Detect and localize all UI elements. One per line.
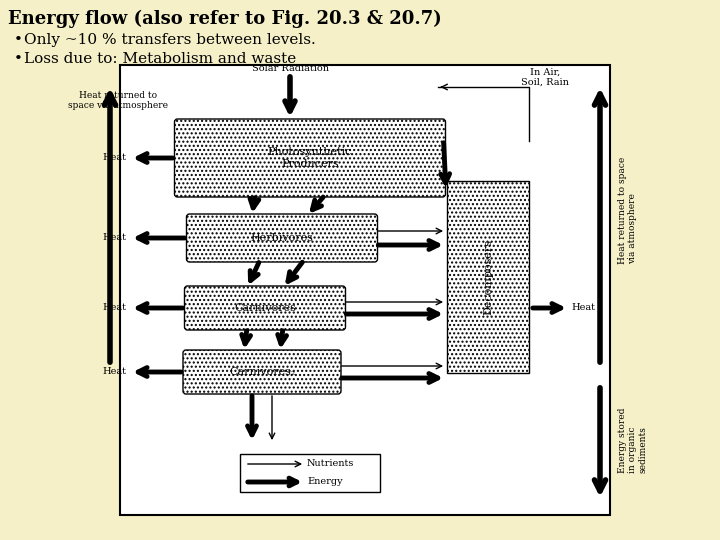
Text: Only ~10 % transfers between levels.: Only ~10 % transfers between levels. xyxy=(24,33,316,47)
Bar xyxy=(120,65,610,515)
Text: Energy: Energy xyxy=(307,477,343,487)
Text: Heat returned to: Heat returned to xyxy=(79,91,157,100)
Text: Heat: Heat xyxy=(102,153,126,163)
FancyBboxPatch shape xyxy=(447,181,529,373)
FancyBboxPatch shape xyxy=(186,214,377,262)
FancyBboxPatch shape xyxy=(184,286,346,330)
Text: Energy stored
in organic
sediments: Energy stored in organic sediments xyxy=(618,407,648,472)
FancyBboxPatch shape xyxy=(174,119,446,197)
Text: Heat: Heat xyxy=(571,303,595,313)
Text: •: • xyxy=(14,52,23,66)
Text: In Air,
Soil, Rain: In Air, Soil, Rain xyxy=(521,68,569,87)
Text: Herbivores: Herbivores xyxy=(251,233,313,243)
Text: Energy flow (also refer to Fig. 20.3 & 20.7): Energy flow (also refer to Fig. 20.3 & 2… xyxy=(8,10,442,28)
Text: Decomposers: Decomposers xyxy=(483,239,493,315)
FancyBboxPatch shape xyxy=(183,350,341,394)
Text: Heat: Heat xyxy=(102,368,126,376)
Text: space via atmosphere: space via atmosphere xyxy=(68,101,168,110)
Text: Carnivores: Carnivores xyxy=(234,303,296,313)
Text: •: • xyxy=(14,33,23,47)
Text: Solar Radiation: Solar Radiation xyxy=(251,64,328,73)
Text: Loss due to: Metabolism and waste: Loss due to: Metabolism and waste xyxy=(24,52,296,66)
Text: Photosynthetic
Producers: Photosynthetic Producers xyxy=(268,147,352,169)
Text: Heat: Heat xyxy=(102,233,126,242)
Text: Carnivores₂: Carnivores₂ xyxy=(229,367,295,377)
Bar xyxy=(240,454,380,492)
Text: Heat returned to space
via atmosphere: Heat returned to space via atmosphere xyxy=(618,157,637,264)
Text: Nutrients: Nutrients xyxy=(307,460,354,469)
Text: Heat: Heat xyxy=(102,303,126,313)
